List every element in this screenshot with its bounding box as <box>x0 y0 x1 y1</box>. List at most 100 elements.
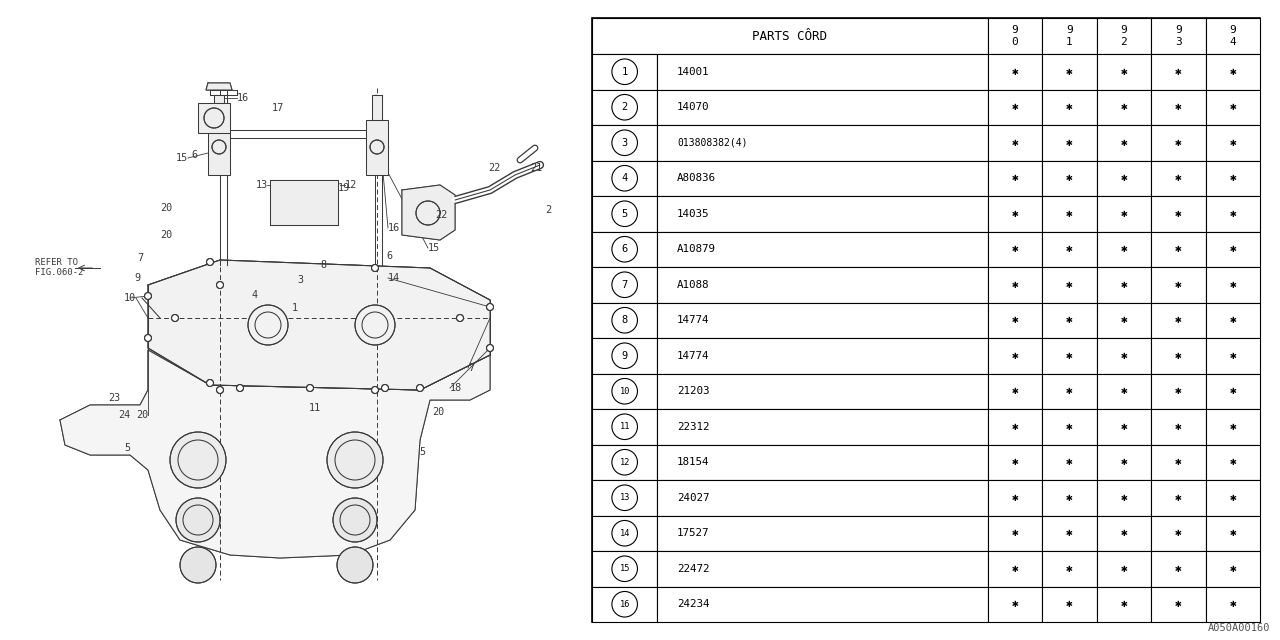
Text: ✱: ✱ <box>1175 102 1181 112</box>
Circle shape <box>145 292 151 300</box>
Text: ✱: ✱ <box>1120 209 1128 219</box>
Text: ✱: ✱ <box>1066 102 1073 112</box>
Text: 12: 12 <box>346 180 357 190</box>
Bar <box>1042 551 1097 586</box>
Text: 14: 14 <box>620 529 630 538</box>
Text: ✱: ✱ <box>1120 138 1128 148</box>
Bar <box>1097 267 1151 303</box>
Bar <box>593 161 658 196</box>
Bar <box>1097 515 1151 551</box>
Text: 9: 9 <box>1011 24 1019 35</box>
Text: 22: 22 <box>435 210 447 220</box>
Circle shape <box>486 344 494 351</box>
Bar <box>1042 338 1097 374</box>
Bar <box>658 515 988 551</box>
Bar <box>1151 54 1206 90</box>
Circle shape <box>172 314 178 321</box>
Text: 10: 10 <box>124 293 136 303</box>
Text: ✱: ✱ <box>1011 280 1019 290</box>
Text: ✱: ✱ <box>1011 422 1019 432</box>
Bar <box>1042 515 1097 551</box>
Text: ✱: ✱ <box>1229 387 1236 396</box>
Bar <box>988 161 1042 196</box>
Bar <box>1042 586 1097 622</box>
Bar <box>1206 338 1260 374</box>
Text: 4: 4 <box>252 290 259 300</box>
Text: 6: 6 <box>385 251 392 261</box>
Bar <box>270 180 338 225</box>
Text: A050A00160: A050A00160 <box>1207 623 1270 633</box>
Bar <box>658 338 988 374</box>
Text: 14774: 14774 <box>677 351 709 361</box>
Circle shape <box>237 385 243 392</box>
Bar <box>1151 161 1206 196</box>
Bar <box>1097 586 1151 622</box>
Bar <box>1206 161 1260 196</box>
Bar <box>988 374 1042 409</box>
Bar <box>1042 409 1097 445</box>
Bar <box>1042 90 1097 125</box>
Bar <box>1151 303 1206 338</box>
Text: 6: 6 <box>622 244 627 254</box>
Text: 23: 23 <box>108 393 120 403</box>
Bar <box>658 125 988 161</box>
Text: ✱: ✱ <box>1066 351 1073 361</box>
Text: 1: 1 <box>622 67 627 77</box>
Bar <box>1206 551 1260 586</box>
Text: 9: 9 <box>622 351 627 361</box>
Circle shape <box>204 108 224 128</box>
Bar <box>593 196 658 232</box>
Text: ✱: ✱ <box>1011 138 1019 148</box>
Bar <box>988 409 1042 445</box>
Bar <box>1042 18 1097 54</box>
Text: 20: 20 <box>136 410 148 420</box>
Circle shape <box>416 385 424 392</box>
Text: 15: 15 <box>428 243 440 253</box>
Text: ✱: ✱ <box>1229 528 1236 538</box>
Text: ✱: ✱ <box>1175 528 1181 538</box>
Bar <box>1206 586 1260 622</box>
Circle shape <box>612 485 637 511</box>
Bar <box>1151 196 1206 232</box>
Text: ✱: ✱ <box>1229 493 1236 503</box>
Text: 7: 7 <box>622 280 627 290</box>
Text: ✱: ✱ <box>1120 599 1128 609</box>
Bar <box>988 90 1042 125</box>
Text: ✱: ✱ <box>1229 316 1236 325</box>
Bar <box>988 551 1042 586</box>
Circle shape <box>612 414 637 440</box>
Text: 10: 10 <box>620 387 630 396</box>
Circle shape <box>326 432 383 488</box>
Text: 7: 7 <box>137 253 143 263</box>
Text: ✱: ✱ <box>1175 564 1181 573</box>
Bar <box>1206 480 1260 515</box>
Circle shape <box>145 335 151 342</box>
Bar <box>1151 586 1206 622</box>
Text: 5: 5 <box>622 209 627 219</box>
Bar <box>214 95 224 120</box>
Text: ✱: ✱ <box>1011 209 1019 219</box>
Bar <box>658 267 988 303</box>
Bar <box>1097 232 1151 267</box>
Bar <box>1206 303 1260 338</box>
Text: ✱: ✱ <box>1066 280 1073 290</box>
Text: 2: 2 <box>622 102 627 112</box>
Circle shape <box>486 303 494 310</box>
Bar <box>1042 125 1097 161</box>
Text: ✱: ✱ <box>1229 67 1236 77</box>
Bar <box>593 54 658 90</box>
Text: ✱: ✱ <box>1229 173 1236 183</box>
Text: ✱: ✱ <box>1175 280 1181 290</box>
Bar <box>372 95 381 120</box>
Text: ✱: ✱ <box>1011 387 1019 396</box>
Text: 11: 11 <box>620 422 630 431</box>
Text: 11: 11 <box>308 403 321 413</box>
Text: ✱: ✱ <box>1066 387 1073 396</box>
Text: 0: 0 <box>1011 38 1019 47</box>
Bar <box>593 303 658 338</box>
Circle shape <box>416 201 440 225</box>
Text: ✱: ✱ <box>1229 457 1236 467</box>
Text: 6: 6 <box>191 150 197 160</box>
Text: ✱: ✱ <box>1120 67 1128 77</box>
Text: ✱: ✱ <box>1175 351 1181 361</box>
